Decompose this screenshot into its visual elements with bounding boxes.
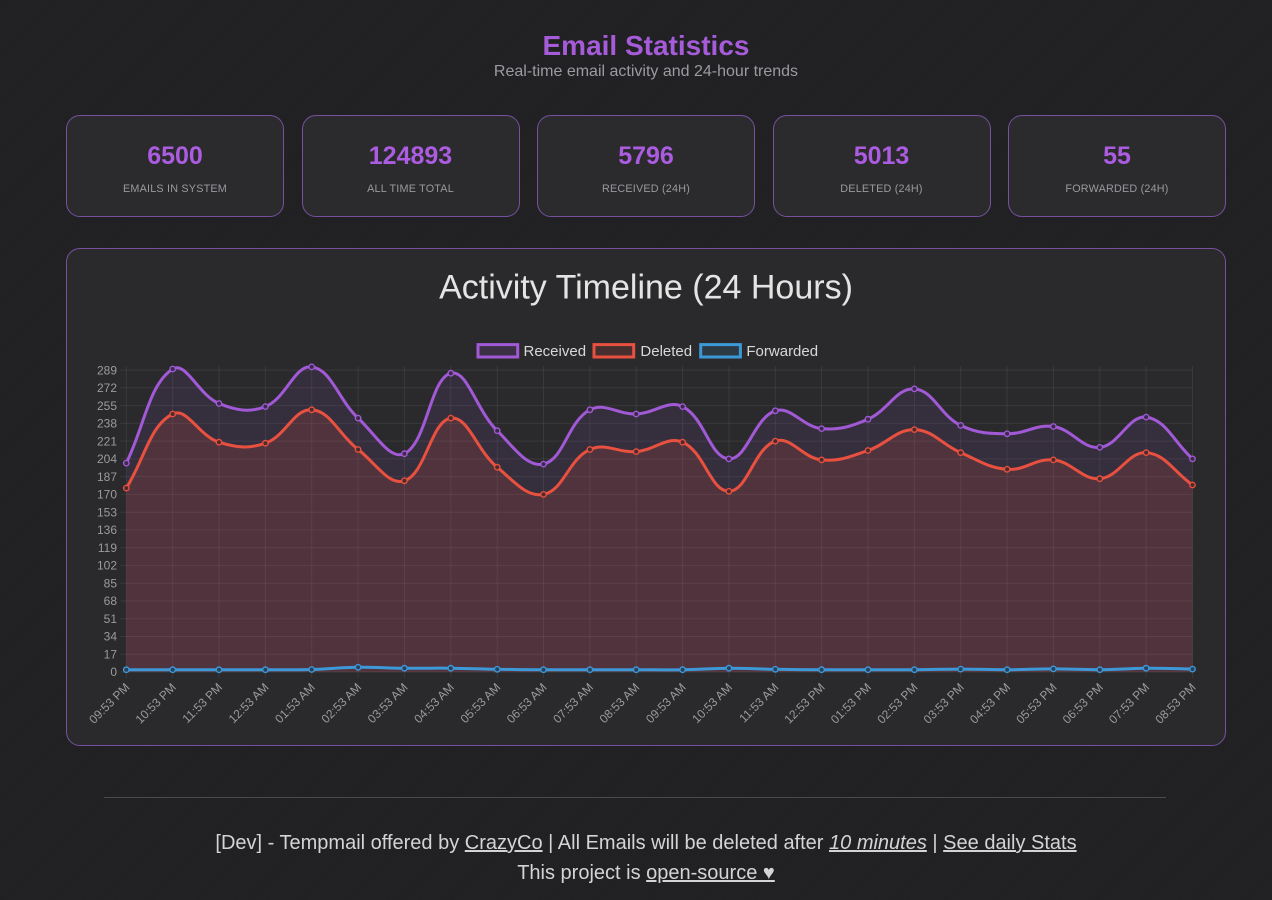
svg-text:68: 68 xyxy=(104,594,118,608)
svg-text:102: 102 xyxy=(97,559,117,573)
svg-text:08:53 AM: 08:53 AM xyxy=(597,680,643,726)
svg-text:51: 51 xyxy=(104,612,118,626)
svg-text:0: 0 xyxy=(110,665,117,679)
svg-text:12:53 AM: 12:53 AM xyxy=(226,680,272,726)
svg-text:09:53 PM: 09:53 PM xyxy=(86,680,132,726)
svg-text:10:53 AM: 10:53 AM xyxy=(689,680,735,726)
svg-text:05:53 AM: 05:53 AM xyxy=(458,680,504,726)
svg-text:02:53 PM: 02:53 PM xyxy=(874,680,920,726)
svg-text:136: 136 xyxy=(97,523,117,537)
svg-text:119: 119 xyxy=(98,541,117,555)
svg-text:272: 272 xyxy=(97,381,117,395)
svg-text:07:53 AM: 07:53 AM xyxy=(550,680,596,726)
svg-text:10:53 PM: 10:53 PM xyxy=(133,680,179,726)
svg-text:204: 204 xyxy=(97,452,117,466)
svg-text:03:53 PM: 03:53 PM xyxy=(921,680,967,726)
svg-text:08:53 PM: 08:53 PM xyxy=(1152,680,1198,726)
svg-text:289: 289 xyxy=(97,363,117,377)
svg-text:06:53 AM: 06:53 AM xyxy=(504,680,550,726)
svg-text:03:53 AM: 03:53 AM xyxy=(365,680,411,726)
svg-text:Forwarded: Forwarded xyxy=(746,343,818,360)
svg-text:17: 17 xyxy=(104,647,118,661)
svg-text:01:53 PM: 01:53 PM xyxy=(828,680,874,726)
svg-text:05:53 PM: 05:53 PM xyxy=(1013,680,1059,726)
svg-text:07:53 PM: 07:53 PM xyxy=(1106,680,1152,726)
svg-text:04:53 AM: 04:53 AM xyxy=(411,680,457,726)
svg-text:34: 34 xyxy=(104,630,118,644)
svg-text:Received: Received xyxy=(524,343,587,360)
svg-text:06:53 PM: 06:53 PM xyxy=(1060,680,1106,726)
svg-text:12:53 PM: 12:53 PM xyxy=(781,680,827,726)
svg-text:85: 85 xyxy=(104,576,118,590)
svg-text:11:53 PM: 11:53 PM xyxy=(180,680,226,726)
svg-text:187: 187 xyxy=(97,470,117,484)
svg-text:Activity Timeline (24 Hours): Activity Timeline (24 Hours) xyxy=(439,269,853,307)
svg-text:238: 238 xyxy=(97,417,117,431)
svg-text:Deleted: Deleted xyxy=(640,343,692,360)
svg-text:02:53 AM: 02:53 AM xyxy=(318,680,364,726)
svg-text:170: 170 xyxy=(97,488,117,502)
svg-text:153: 153 xyxy=(97,505,117,519)
svg-text:01:53 AM: 01:53 AM xyxy=(272,680,318,726)
svg-text:04:53 PM: 04:53 PM xyxy=(967,680,1013,726)
svg-text:09:53 AM: 09:53 AM xyxy=(643,680,689,726)
svg-text:255: 255 xyxy=(97,399,117,413)
svg-text:11:53 AM: 11:53 AM xyxy=(736,680,781,725)
svg-text:221: 221 xyxy=(97,434,117,448)
